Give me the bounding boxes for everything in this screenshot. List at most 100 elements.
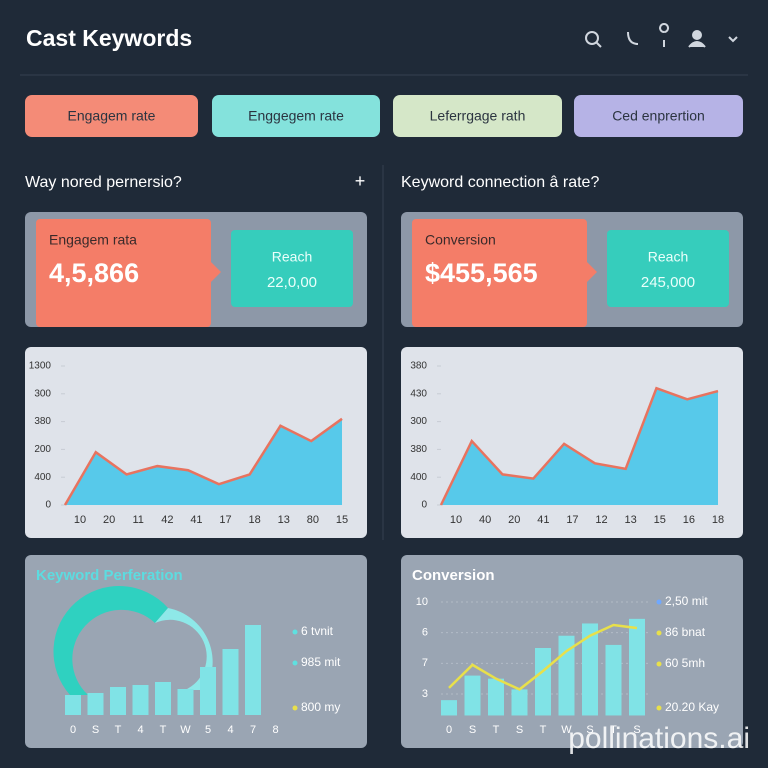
y-tick-label: 10 — [416, 596, 428, 608]
stat-value: 4,5,866 — [49, 258, 139, 288]
legend-label: 86 bnat — [665, 625, 706, 639]
pin-icon[interactable] — [659, 23, 670, 47]
x-tick-label: 5 — [205, 724, 211, 736]
y-tick-label: 400 — [410, 472, 427, 483]
x-tick-label: 41 — [537, 514, 549, 526]
x-tick-label: 15 — [654, 514, 666, 526]
x-tick-label: 0 — [446, 724, 452, 736]
bar — [629, 618, 645, 716]
y-tick-label: 300 — [34, 388, 51, 399]
chart-title: Keyword Perferation — [36, 567, 183, 584]
bar — [177, 689, 194, 715]
x-tick-label: T — [540, 724, 547, 736]
y-tick-label: 380 — [410, 444, 427, 455]
search-icon-handle — [595, 41, 602, 48]
y-tick-label: 0 — [45, 500, 51, 511]
legend-label: 60 5mh — [665, 656, 705, 670]
menu-chevron[interactable] — [728, 36, 738, 43]
legend-swatch — [656, 705, 662, 711]
filter-pill[interactable] — [212, 95, 380, 137]
area — [65, 418, 342, 505]
bar — [155, 682, 171, 715]
x-tick-label: S — [469, 724, 476, 736]
stat-label: Engagem rata — [49, 232, 137, 248]
y-tick-label: 400 — [34, 472, 51, 483]
x-tick-label: 16 — [683, 514, 695, 526]
stat-label: Reach — [272, 249, 312, 265]
filter-pill-label: Enggegem rate — [248, 108, 344, 124]
watermark: pollinations.ai — [568, 722, 750, 755]
x-tick-label: 42 — [161, 514, 173, 526]
bar — [535, 648, 551, 716]
header-icons — [585, 23, 738, 48]
stat-card-secondary — [231, 230, 353, 307]
filter-pill-label: Leferrgage rath — [430, 108, 526, 124]
bar — [222, 649, 239, 715]
stat-card-primary — [36, 219, 211, 327]
x-tick-label: 18 — [249, 514, 261, 526]
x-tick-label: 17 — [566, 514, 578, 526]
bar — [245, 625, 261, 715]
phone-icon[interactable] — [627, 31, 639, 45]
filter-pill[interactable] — [25, 95, 198, 137]
legend-swatch — [292, 660, 298, 666]
x-tick-label: S — [586, 724, 593, 736]
bar — [132, 685, 149, 715]
search-icon[interactable] — [585, 31, 599, 45]
x-tick-label: 4 — [137, 724, 143, 736]
donut-arc — [53, 585, 168, 695]
bar — [441, 700, 457, 716]
y-tick-label: 3 — [422, 688, 428, 700]
stat-card-primary — [412, 219, 587, 327]
x-tick-label: 13 — [278, 514, 290, 526]
y-tick-label: 1300 — [29, 361, 52, 372]
x-tick-label: T — [115, 724, 122, 736]
bar — [110, 687, 126, 715]
x-tick-label: T — [493, 724, 500, 736]
x-tick-label: T — [160, 724, 167, 736]
legend-label: 800 my — [301, 700, 340, 714]
legend-label: 20.20 Kay — [665, 700, 719, 714]
x-tick-label: 20 — [103, 514, 115, 526]
stat-value: 245,000 — [641, 274, 695, 291]
bar — [65, 695, 81, 715]
section-title: Keyword connection â rate? — [401, 174, 599, 191]
user-icon[interactable] — [692, 30, 702, 40]
bar — [582, 623, 598, 716]
x-tick-label: 11 — [133, 514, 144, 526]
legend-label: 985 mit — [301, 655, 341, 669]
stat-label: Reach — [648, 249, 688, 265]
filter-pill-label: Ced enprertion — [612, 108, 705, 124]
bar — [488, 678, 504, 716]
section-action[interactable]: + — [355, 171, 366, 191]
bar — [87, 693, 104, 715]
y-tick-label: 380 — [410, 361, 427, 372]
filter-pill-label: Engagem rate — [68, 108, 156, 124]
legend-swatch — [656, 630, 662, 636]
filter-pill[interactable] — [393, 95, 562, 137]
y-tick-label: 380 — [34, 416, 51, 427]
y-tick-label: 430 — [410, 388, 427, 399]
x-tick-label: 20 — [508, 514, 520, 526]
x-tick-label: 17 — [219, 514, 231, 526]
legend-label: 2,50 mit — [665, 594, 708, 608]
x-tick-label: 7 — [250, 724, 256, 736]
bar — [511, 689, 528, 716]
stat-card-pointer — [211, 262, 221, 282]
legend-swatch — [656, 599, 662, 605]
legend-label: 6 tvnit — [301, 624, 334, 638]
chart-title: Conversion — [412, 567, 495, 584]
user-icon-body — [688, 41, 706, 48]
legend-swatch — [292, 705, 298, 711]
y-tick-label: 300 — [410, 416, 427, 427]
x-tick-label: 80 — [307, 514, 319, 526]
y-tick-label: 0 — [421, 500, 427, 511]
content: Engagem rate Enggegem rate Leferrgage rath… — [25, 95, 750, 755]
x-tick-label: 40 — [479, 514, 491, 526]
x-tick-label: S — [92, 724, 99, 736]
filter-pill[interactable] — [574, 95, 743, 137]
x-tick-label: 15 — [336, 514, 348, 526]
x-tick-label: W — [180, 724, 191, 736]
x-tick-label: W — [561, 724, 572, 736]
y-tick-label: 6 — [422, 627, 428, 639]
